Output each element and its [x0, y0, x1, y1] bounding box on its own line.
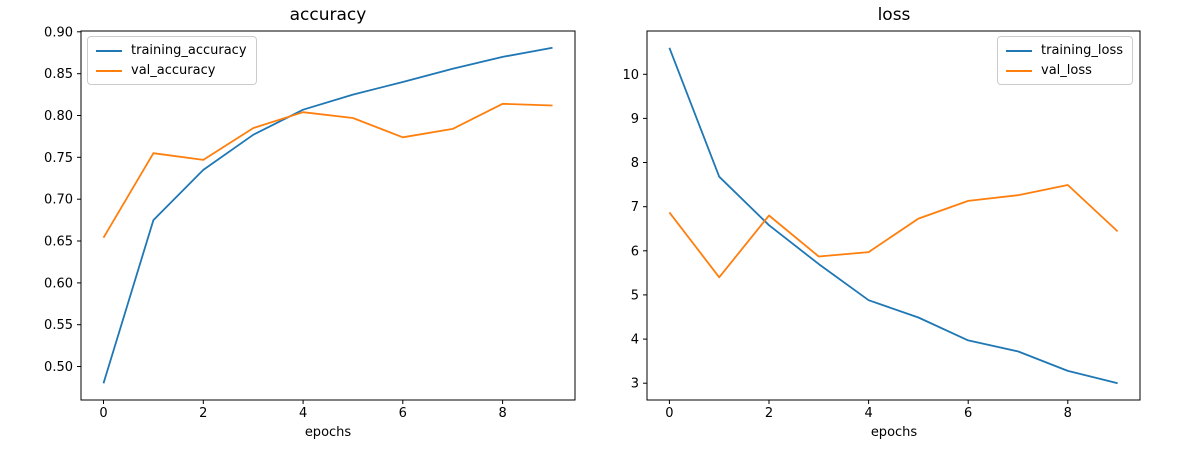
x-tick-label: 6: [399, 406, 407, 421]
legend-item: training_accuracy: [96, 42, 247, 59]
accuracy-legend: training_accuracy val_accuracy: [87, 36, 257, 85]
val-accuracy-line-swatch: [96, 69, 122, 72]
val_accuracy-line: [102, 102, 553, 239]
x-tick-label: 8: [498, 406, 506, 421]
y-tick-label: 0.80: [44, 109, 73, 124]
training-accuracy-line-swatch: [96, 49, 122, 52]
legend-item: val_loss: [1006, 62, 1123, 79]
y-tick-label: 3: [631, 377, 639, 392]
legend-label: val_loss: [1041, 63, 1092, 78]
accuracy-chart: accuracy 0 2 4 6 8 0.50 0.55 0.60 0.65 0.70 0.75 0.…: [44, 5, 576, 440]
y-tick-label: 9: [631, 112, 639, 127]
axes-spines: [646, 30, 1141, 401]
y-tick-label: 10: [622, 68, 639, 83]
x-tick-label: 6: [964, 406, 972, 421]
x-tick-label: 4: [864, 406, 872, 421]
y-tick-label: 8: [631, 156, 639, 171]
x-tick-label: 0: [665, 406, 673, 421]
y-tick-label: 0.90: [44, 25, 73, 40]
training_accuracy-line: [102, 46, 553, 384]
x-tick-label: 8: [1064, 406, 1072, 421]
training_loss-line: [668, 47, 1118, 385]
accuracy-chart-canvas: 0 2 4 6 8 0.50 0.55 0.60 0.65 0.70 0.75 0.80 0.85 0.9…: [44, 25, 576, 421]
axes-spines: [80, 30, 576, 401]
val_loss-line: [668, 184, 1119, 279]
y-tick-label: 0.70: [44, 193, 73, 208]
y-tick-label: 0.65: [44, 235, 73, 250]
accuracy-chart-title: accuracy: [289, 5, 367, 25]
x-tick-label: 2: [199, 406, 207, 421]
y-tick-label: 0.60: [44, 276, 73, 291]
legend-label: val_accuracy: [131, 63, 216, 78]
loss-xaxis-label: epochs: [870, 425, 918, 440]
legend-item: training_loss: [1006, 42, 1123, 59]
y-tick-label: 0.55: [44, 318, 73, 333]
legend-label: training_accuracy: [131, 43, 247, 58]
x-tick-label: 4: [299, 406, 307, 421]
loss-legend: training_loss val_loss: [997, 36, 1133, 85]
y-tick-label: 0.85: [44, 67, 73, 82]
loss-chart-title: loss: [877, 5, 911, 25]
legend-label: training_loss: [1041, 43, 1123, 58]
training-loss-line-swatch: [1006, 49, 1033, 52]
loss-chart: loss 0 2 4 6 8 3 4 5 6 7 8 9 10 training_loss val_lo…: [597, 0, 1194, 453]
y-tick-label: 0.75: [44, 151, 73, 166]
y-tick-label: 5: [631, 288, 639, 303]
accuracy-xaxis-label: epochs: [304, 425, 352, 440]
val-loss-line-swatch: [1006, 69, 1033, 72]
x-tick-label: 2: [765, 406, 773, 421]
legend-item: val_accuracy: [96, 62, 247, 79]
y-tick-label: 0.50: [44, 360, 73, 375]
y-tick-label: 7: [631, 200, 639, 215]
y-tick-label: 4: [631, 333, 639, 348]
loss-chart-canvas: 0 2 4 6 8 3 4 5 6 7 8 9 10: [622, 30, 1141, 421]
x-tick-label: 0: [99, 406, 107, 421]
y-tick-label: 6: [631, 244, 639, 259]
